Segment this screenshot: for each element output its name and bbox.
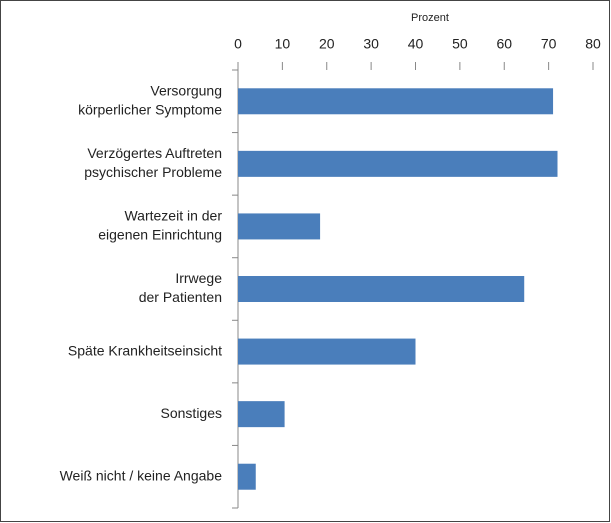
y-tick-label: Verzögertes Auftreten xyxy=(87,145,222,161)
y-tick-label: Versorgung xyxy=(150,82,222,98)
x-tick-label: 40 xyxy=(408,36,424,52)
y-tick-label: Wartezeit in der xyxy=(124,208,222,224)
y-tick-label: eigenen Einrichtung xyxy=(98,227,222,243)
y-tick-label: Späte Krankheitseinsicht xyxy=(68,342,222,358)
y-tick-label: Irrwege xyxy=(175,270,222,286)
x-tick-label: 0 xyxy=(234,36,242,52)
bar xyxy=(238,88,554,115)
x-tick-label: 30 xyxy=(363,36,379,52)
y-tick-label: körperlicher Symptome xyxy=(78,101,222,117)
x-tick-label: 60 xyxy=(496,36,512,52)
y-tick-label: Sonstiges xyxy=(161,405,222,421)
x-tick-label: 80 xyxy=(585,36,601,52)
y-tick-label: der Patienten xyxy=(139,289,222,305)
bar xyxy=(238,276,525,302)
bar xyxy=(238,150,558,177)
x-tick-label: 10 xyxy=(275,36,291,52)
y-tick-label: Weiß nicht / keine Angabe xyxy=(60,467,223,483)
bar xyxy=(238,463,256,490)
x-tick-label: 70 xyxy=(541,36,557,52)
bar xyxy=(238,338,416,365)
bar xyxy=(238,401,285,428)
y-tick-label: psychischer Probleme xyxy=(84,164,222,180)
x-tick-label: 20 xyxy=(319,36,335,52)
axis-title: Prozent xyxy=(411,12,449,24)
bar xyxy=(238,213,321,240)
x-tick-label: 50 xyxy=(452,36,468,52)
